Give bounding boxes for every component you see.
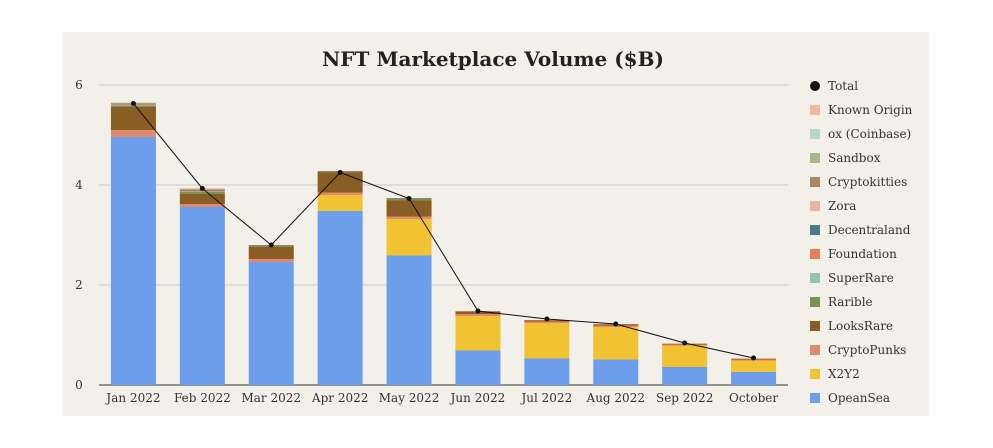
bar-segment-looksrare: [179, 194, 225, 204]
legend-label: Total: [828, 79, 858, 93]
bar-segment-x2y2: [386, 219, 432, 256]
total-point: [268, 242, 274, 248]
bar-segment-looksrare: [110, 107, 156, 130]
bar-segment-x2y2: [731, 360, 777, 372]
legend-swatch-sandbox: [810, 153, 820, 163]
legend: Total Known Origin ox (Coinbase) Sandbox Cry…: [810, 79, 913, 405]
y-tick-label: 0: [75, 378, 83, 392]
legend-swatch-cryptokitties: [810, 177, 820, 187]
legend-label: X2Y2: [828, 367, 860, 381]
x-tick-label: Aug 2022: [586, 391, 645, 405]
bar-segment-opeansea: [317, 211, 363, 385]
legend-swatch-x2y2: [810, 369, 820, 379]
x-tick-label: May 2022: [379, 391, 440, 405]
y-tick-label: 6: [75, 78, 83, 92]
stacked-bar-chart: NFT Marketplace Volume ($B) 0 2 4 6 Jan 202…: [75, 47, 913, 405]
legend-label: Sandbox: [828, 151, 881, 165]
legend-label: CryptoPunks: [828, 343, 906, 357]
bar-segment-cryptopunks: [455, 314, 501, 316]
bar-segment-cryptopunks: [248, 259, 294, 262]
bar-segment-opeansea: [524, 358, 570, 385]
bar-segment-opeansea: [386, 255, 432, 385]
bar-segment-cryptopunks: [179, 204, 225, 207]
bar-segment-x2y2: [662, 345, 708, 367]
legend-label: Known Origin: [828, 103, 913, 117]
total-line-path: [133, 103, 754, 359]
legend-swatch-ox-coinbase-: [810, 129, 820, 139]
total-point: [337, 170, 343, 175]
legend-marker-total: [810, 81, 820, 91]
bar-segment-opeansea: [110, 137, 156, 385]
x-tick-label: Mar 2022: [241, 391, 301, 405]
bar-segment-opeansea: [593, 359, 639, 385]
y-tick-label: 2: [75, 278, 83, 292]
bar-segment-x2y2: [317, 195, 363, 211]
y-axis-ticks: 0 2 4 6: [75, 78, 83, 392]
total-point: [544, 316, 550, 322]
total-point: [406, 196, 412, 201]
x-tick-label: October: [729, 391, 778, 405]
x-tick-label: Jul 2022: [519, 391, 572, 405]
total-point: [475, 308, 481, 314]
bar-segment-x2y2: [455, 316, 501, 351]
bar-segment-x2y2: [524, 323, 570, 359]
x-tick-label: Sep 2022: [656, 391, 713, 405]
legend-swatch-foundation: [810, 249, 820, 259]
legend-swatch-superrare: [810, 273, 820, 283]
bar-segment-looksrare: [386, 200, 432, 217]
legend-swatch-known-origin: [810, 105, 820, 115]
total-point: [199, 186, 205, 191]
x-tick-label: Feb 2022: [174, 391, 231, 405]
legend-label: Rarible: [828, 295, 873, 309]
x-axis-ticks: Jan 2022 Feb 2022 Mar 2022 Apr 2022 May 2022…: [104, 391, 778, 405]
legend-label: Zora: [828, 199, 856, 213]
bar-segment-cryptopunks: [386, 216, 432, 219]
legend-swatch-opeansea: [810, 393, 820, 403]
total-point: [130, 101, 136, 106]
legend-label: Cryptokitties: [828, 175, 907, 189]
total-point: [613, 321, 619, 327]
bar-segment-rarible: [110, 106, 156, 107]
bar-segment-rarible: [179, 192, 225, 194]
chart-title: NFT Marketplace Volume ($B): [322, 47, 664, 71]
total-line: [130, 101, 757, 361]
legend-label: SuperRare: [828, 271, 894, 285]
legend-swatch-decentraland: [810, 225, 820, 235]
legend-swatch-rarible: [810, 297, 820, 307]
legend-swatch-looksrare: [810, 321, 820, 331]
bar-segment-looksrare: [248, 247, 294, 259]
x-tick-label: Jun 2022: [449, 391, 506, 405]
bar-segment-looksrare: [317, 172, 363, 193]
chart-panel: NFT Marketplace Volume ($B) 0 2 4 6 Jan 202…: [63, 32, 929, 416]
legend-label: Foundation: [828, 247, 897, 261]
bar-segment-opeansea: [179, 207, 225, 385]
legend-label: Decentraland: [828, 223, 911, 237]
bar-segment-superrare: [179, 191, 225, 192]
legend-swatch-zora: [810, 201, 820, 211]
legend-label: OpeanSea: [828, 391, 890, 405]
bar-segment-cryptopunks: [317, 192, 363, 195]
x-tick-label: Jan 2022: [104, 391, 160, 405]
bar-segment-x2y2: [593, 327, 639, 360]
bars: [110, 102, 777, 385]
x-tick-label: Apr 2022: [311, 391, 368, 405]
bar-segment-cryptopunks: [110, 130, 156, 137]
bar-segment-opeansea: [662, 367, 708, 385]
legend-label: LooksRare: [828, 319, 893, 333]
total-point: [682, 340, 688, 346]
bar-segment-opeansea: [455, 350, 501, 385]
legend-swatch-cryptopunks: [810, 345, 820, 355]
y-tick-label: 4: [75, 178, 83, 192]
bar-segment-opeansea: [731, 372, 777, 385]
legend-label: ox (Coinbase): [828, 127, 911, 141]
bar-segment-cryptopunks: [524, 321, 570, 323]
total-point: [751, 355, 757, 361]
bar-segment-opeansea: [248, 262, 294, 385]
